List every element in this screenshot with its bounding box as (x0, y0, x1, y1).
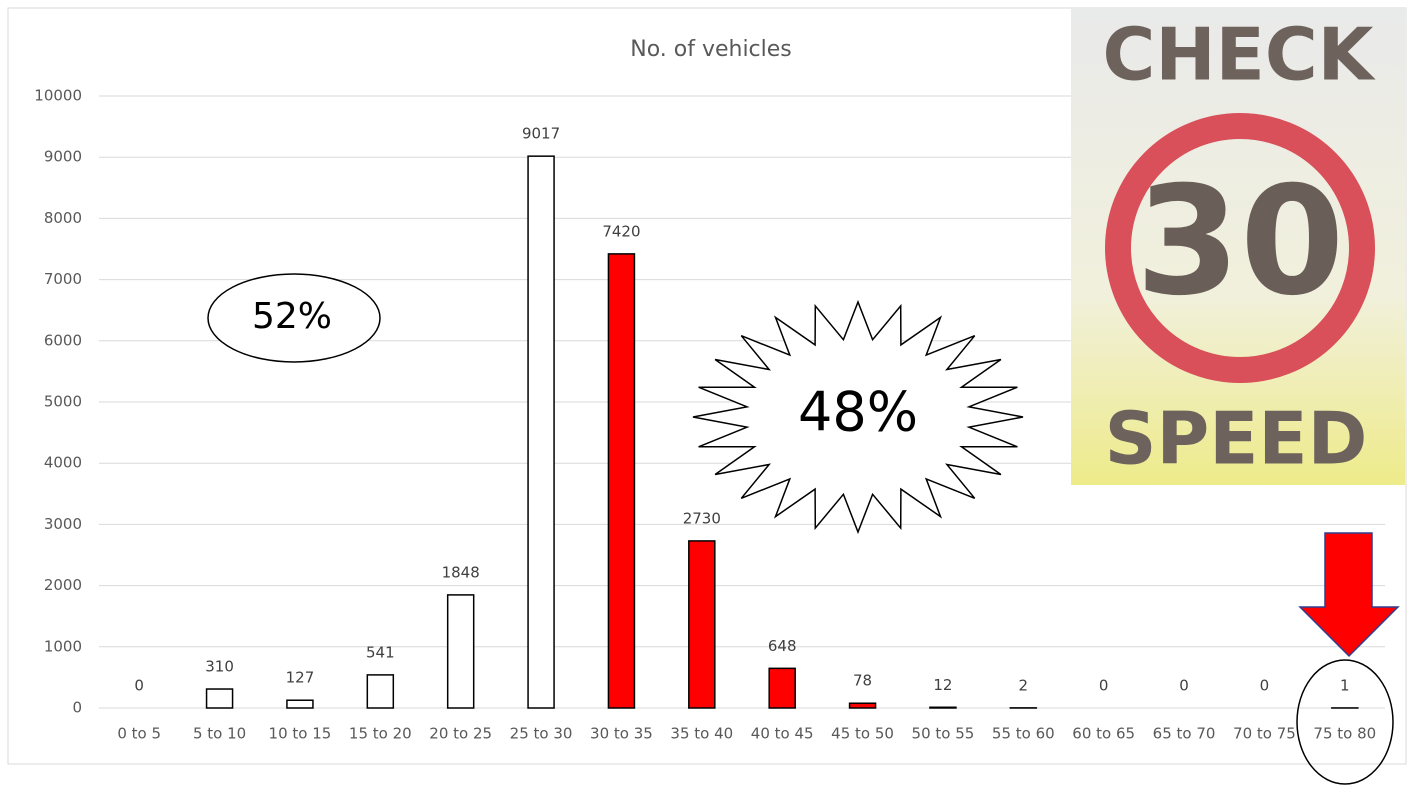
x-tick-label: 60 to 65 (1072, 725, 1135, 743)
value-label: 7420 (602, 222, 640, 240)
sign-text: CHECK (1103, 13, 1376, 97)
value-label: 0 (1260, 677, 1270, 695)
x-tick-label: 30 to 35 (590, 725, 653, 743)
highlight-ellipse (1296, 659, 1394, 785)
value-label: 9017 (522, 125, 560, 143)
speed-sign: CHECK 30 SPEED (1071, 8, 1405, 485)
annotation: 52% (252, 296, 332, 337)
bar (607, 253, 636, 709)
bar (366, 674, 395, 709)
value-label: 1848 (442, 563, 480, 581)
chart-title: No. of vehicles (630, 37, 792, 62)
plot-area: 0100020003000400050006000700080009000100… (34, 87, 1385, 743)
x-tick-label: 20 to 25 (429, 725, 492, 743)
bar (446, 594, 475, 709)
y-tick-label: 4000 (44, 454, 82, 472)
x-tick-label: 35 to 40 (670, 725, 733, 743)
bar (688, 540, 716, 709)
value-label: 648 (768, 637, 797, 655)
y-tick-label: 9000 (44, 148, 82, 166)
x-tick-label: 5 to 10 (193, 725, 246, 743)
x-tick-label: 50 to 55 (912, 725, 975, 743)
x-tick-label: 65 to 70 (1153, 725, 1216, 743)
value-label: 127 (286, 669, 315, 687)
y-tick-label: 6000 (44, 331, 82, 349)
x-tick-label: 15 to 20 (349, 725, 412, 743)
x-tick-label: 25 to 30 (510, 725, 573, 743)
x-tick-label: 40 to 45 (751, 725, 814, 743)
value-label: 0 (1179, 677, 1189, 695)
x-tick-label: 0 to 5 (117, 725, 161, 743)
x-tick-label: 70 to 75 (1233, 725, 1296, 743)
bar (527, 155, 555, 709)
y-tick-label: 7000 (44, 270, 82, 288)
y-tick-label: 0 (72, 699, 82, 717)
bar (768, 667, 796, 709)
sign-circle (1105, 113, 1375, 383)
value-label: 2 (1019, 676, 1029, 694)
y-tick-label: 3000 (44, 515, 82, 533)
annotation-starburst (692, 299, 1024, 535)
value-label: 0 (134, 677, 144, 695)
y-tick-label: 8000 (44, 209, 82, 227)
y-tick-label: 10000 (34, 87, 82, 105)
value-label: 310 (205, 658, 234, 676)
x-tick-label: 45 to 50 (831, 725, 894, 743)
value-label: 1 (1340, 676, 1350, 694)
x-tick-label: 10 to 15 (269, 725, 332, 743)
annotation-ellipse (207, 273, 381, 363)
value-label: 12 (933, 676, 952, 694)
y-tick-label: 2000 (44, 576, 82, 594)
bar (205, 688, 234, 709)
sign-text: 30 (1136, 155, 1345, 329)
value-label: 78 (853, 672, 872, 690)
value-label: 541 (366, 643, 395, 661)
pointer-arrow (1298, 532, 1400, 658)
bar (286, 699, 314, 709)
annotation: 48% (798, 381, 918, 444)
x-tick-label: 75 to 80 (1313, 725, 1376, 743)
x-tick-label: 55 to 60 (992, 725, 1055, 743)
value-label: 2730 (683, 509, 721, 527)
sign-text: SPEED (1105, 397, 1368, 481)
y-tick-label: 5000 (44, 393, 82, 411)
bar (848, 702, 877, 709)
bar (929, 706, 957, 709)
y-tick-label: 1000 (44, 637, 82, 655)
value-label: 0 (1099, 677, 1109, 695)
